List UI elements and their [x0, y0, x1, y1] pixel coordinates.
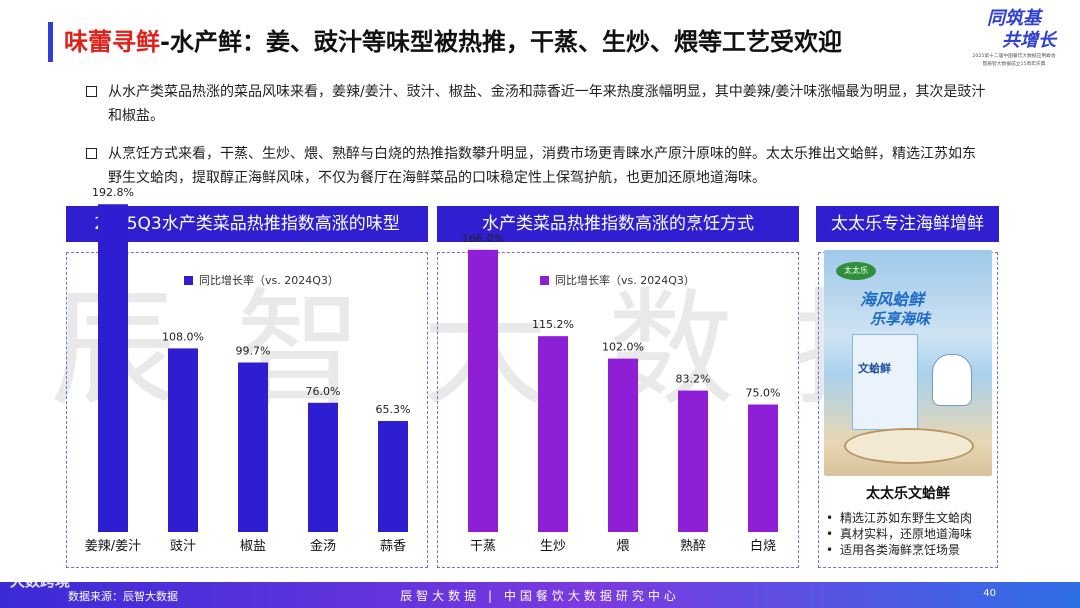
- brand-badge: 太太乐: [836, 262, 876, 280]
- bar-value-label: 83.2%: [676, 373, 711, 386]
- logo-line-2: 共增长: [1002, 30, 1056, 51]
- category-label: 椒盐: [240, 539, 266, 554]
- checkbox-square-icon: [86, 148, 97, 159]
- category-label: 生炒: [540, 539, 566, 554]
- flavor-chart-frame: [66, 252, 428, 568]
- bar-1-1: [538, 336, 568, 532]
- product-name: 太太乐文蛤鲜: [866, 486, 950, 502]
- bar-0-3: [308, 402, 338, 532]
- seafood-bowl: [844, 428, 974, 464]
- chef-mascot: [932, 354, 972, 406]
- cooking-chart-header: 水产类菜品热推指数高涨的烹饪方式: [437, 206, 799, 242]
- bar-value-label: 75.0%: [746, 387, 781, 400]
- feature-item: 适用各类海鲜烹饪场景: [826, 542, 972, 558]
- bar-0-2: [238, 362, 268, 532]
- package-slogan-2: 乐享海味: [870, 310, 931, 328]
- product-image: 太太乐 海风蛤鲜 乐享海味 文蛤鲜: [824, 250, 992, 476]
- title-rest: -水产鲜：姜、豉汁等味型被热推，干蒸、生炒、煨等工艺受欢迎: [160, 28, 842, 56]
- legend-swatch: [540, 276, 549, 285]
- bullet-text: 从水产类菜品热涨的菜品风味来看，姜辣/姜汁、豉汁、椒盐、金汤和蒜香近一年来热度涨…: [108, 84, 986, 124]
- product-features: 精选江苏如东野生文蛤肉 真材实料，还原地道海味 适用各类海鲜烹饪场景: [826, 510, 972, 558]
- bar-1-2: [608, 358, 638, 532]
- category-label: 豉汁: [170, 539, 196, 554]
- flavor-chart-legend: 同比增长率（vs. 2024Q3）: [184, 272, 339, 288]
- checkbox-square-icon: [86, 86, 97, 97]
- bar-value-label: 99.7%: [236, 345, 271, 358]
- page-title: 味蕾寻鲜-水产鲜：姜、豉汁等味型被热推，干蒸、生炒、煨等工艺受欢迎: [64, 22, 842, 62]
- bar-0-1: [168, 348, 198, 532]
- summary-bullets: 从水产类菜品热涨的菜品风味来看，姜辣/姜汁、豉汁、椒盐、金汤和蒜香近一年来热度涨…: [86, 80, 986, 204]
- logo-line-1: 同筑基: [987, 8, 1041, 29]
- legend-label: 同比增长率（vs. 2024Q3）: [199, 274, 339, 287]
- category-label: 姜辣/姜汁: [85, 539, 141, 554]
- bar-0-0: [98, 204, 128, 533]
- data-source: 数据来源：辰智大数据: [68, 590, 178, 603]
- bar-1-0: [468, 249, 498, 533]
- category-label: 白烧: [750, 538, 776, 554]
- bar-value-label: 108.0%: [162, 330, 204, 343]
- category-label: 煨: [616, 539, 629, 554]
- package-slogan-1: 海风蛤鲜: [860, 290, 925, 309]
- bullet-item: 从水产类菜品热涨的菜品风味来看，姜辣/姜汁、豉汁、椒盐、金汤和蒜香近一年来热度涨…: [86, 80, 986, 128]
- bar-1-4: [748, 404, 778, 532]
- footer-bar: 数据来源：辰智大数据 辰智大数据 | 中国餐饮大数据研究中心 40: [0, 582, 1080, 608]
- bar-1-3: [678, 390, 708, 532]
- title-accent-bar: [48, 22, 53, 62]
- page-number: 40: [983, 588, 996, 599]
- title-highlight: 味蕾寻鲜: [64, 28, 160, 56]
- bar-value-label: 102.0%: [602, 341, 644, 354]
- bar-value-label: 166.0%: [462, 232, 504, 245]
- logo-caption-2: 暨辰智大数据成立15周年庆典: [982, 61, 1046, 67]
- bar-value-label: 65.3%: [376, 403, 411, 416]
- legend-label: 同比增长率（vs. 2024Q3）: [555, 274, 695, 287]
- cooking-chart-legend: 同比增长率（vs. 2024Q3）: [540, 272, 695, 288]
- bullet-item: 从烹饪方式来看，干蒸、生炒、煨、熟醉与白烧的热推指数攀升明显，消费市场更青睐水产…: [86, 142, 986, 190]
- category-label: 熟醉: [680, 538, 706, 554]
- feature-item: 真材实料，还原地道海味: [826, 526, 972, 542]
- bar-0-4: [378, 420, 408, 532]
- bar-value-label: 76.0%: [306, 385, 341, 398]
- product-panel-header: 太太乐专注海鲜增鲜: [816, 206, 999, 242]
- footer-organization: 辰智大数据 | 中国餐饮大数据研究中心: [400, 589, 680, 603]
- category-label: 干蒸: [470, 539, 496, 554]
- category-label: 蒜香: [380, 539, 406, 554]
- bullet-text: 从烹饪方式来看，干蒸、生炒、煨、熟醉与白烧的热推指数攀升明显，消费市场更青睐水产…: [108, 146, 976, 186]
- category-label: 金汤: [310, 538, 336, 554]
- corner-watermark: 大数跨境: [10, 572, 71, 590]
- seasoning-pack: [852, 334, 918, 430]
- bar-value-label: 115.2%: [532, 318, 574, 331]
- event-logo: 同筑基 共增长 2025第十二届中国餐饮大数据应用峰会 暨辰智大数据成立15周年…: [955, 8, 1073, 74]
- cooking-chart-frame: [437, 252, 799, 568]
- logo-caption-1: 2025第十二届中国餐饮大数据应用峰会: [972, 53, 1056, 59]
- package-name: 文蛤鲜: [858, 362, 891, 375]
- legend-swatch: [184, 276, 193, 285]
- bar-value-label: 192.8%: [92, 186, 134, 199]
- feature-item: 精选江苏如东野生文蛤肉: [826, 510, 972, 526]
